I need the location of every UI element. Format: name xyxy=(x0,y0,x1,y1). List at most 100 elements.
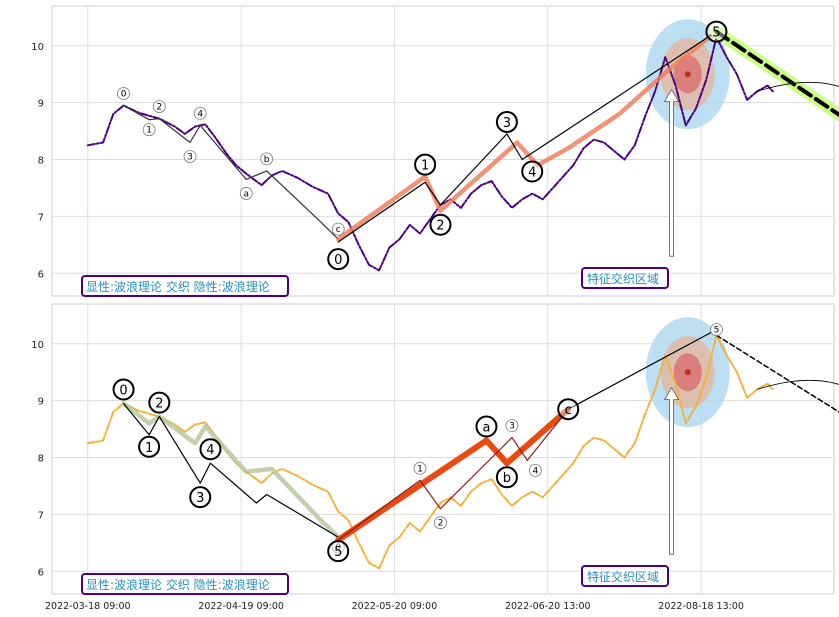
zone-label-box: 特征交织区域 xyxy=(581,565,669,587)
wave-label-small-circle xyxy=(152,100,166,113)
wave-label-small-circle xyxy=(413,461,427,475)
wave-label-small: c xyxy=(336,225,341,235)
wave-label-small: 2 xyxy=(156,103,162,113)
wave-label-small: a xyxy=(243,189,249,199)
wave-label-small-circle xyxy=(260,152,274,166)
zone-arrow xyxy=(663,386,680,555)
wave-label-small-circle xyxy=(193,107,207,120)
legend-text: 显性:波浪理论 交织 隐性:波浪理论 xyxy=(86,577,270,592)
x-tick-label: 2022-03-18 09:00 xyxy=(45,601,131,612)
legend-text: 显性:波浪理论 交织 隐性:波浪理论 xyxy=(86,279,270,294)
series-line-4 xyxy=(714,29,839,118)
wave-label-large-circle xyxy=(495,110,518,133)
y-tick-label: 8 xyxy=(38,454,44,465)
wave-label-large: 5 xyxy=(334,545,342,560)
y-tick-label: 8 xyxy=(38,156,44,167)
series-line-6 xyxy=(715,334,839,413)
wave-label-large: 3 xyxy=(196,491,204,506)
wave-label-small: b xyxy=(264,155,270,165)
x-tick-label: 2022-05-20 09:00 xyxy=(352,601,438,612)
series-line-1 xyxy=(122,104,339,240)
wave-label-small-circle xyxy=(117,87,130,100)
legend-frame xyxy=(81,573,289,595)
wave-label-large-circle xyxy=(327,540,350,563)
wave-label-small: 4 xyxy=(197,109,203,119)
y-tick-label: 7 xyxy=(38,212,44,223)
wave-label-small: 0 xyxy=(335,543,341,553)
wave-label-large-circle xyxy=(327,248,350,271)
y-tick-label: 6 xyxy=(38,269,44,280)
wave-label-large-circle xyxy=(189,486,212,509)
wave-label-large: 4 xyxy=(528,166,536,181)
wave-label-small-circle xyxy=(142,123,156,137)
wave-label-large-circle xyxy=(199,438,222,461)
y-tick-label: 9 xyxy=(38,99,44,110)
series-line-3 xyxy=(335,406,572,543)
wave-label-large: 5 xyxy=(712,26,720,41)
focus-zone-center xyxy=(684,71,691,78)
wave-label-large-circle xyxy=(557,398,580,421)
wave-label-large-circle xyxy=(521,160,544,183)
wave-label-small-circle xyxy=(505,419,519,433)
zone-label-box: 特征交织区域 xyxy=(581,267,669,289)
wave-label-small: 0 xyxy=(121,90,127,100)
wave-label-large: 0 xyxy=(119,384,127,399)
wave-label-large: 4 xyxy=(206,443,214,458)
series-line-4 xyxy=(337,408,569,541)
wave-label-small: 1 xyxy=(417,464,423,474)
wave-label-small-circle xyxy=(183,150,197,163)
wave-label-small: 4 xyxy=(532,466,538,476)
wave-label-large: 1 xyxy=(421,159,429,174)
wave-label-large: 0 xyxy=(334,253,342,268)
wave-label-small: 3 xyxy=(509,422,515,432)
series-line-1 xyxy=(121,401,341,540)
wave-label-large-circle xyxy=(112,378,135,401)
focus-zone-center xyxy=(684,369,691,376)
wave-label-large-circle xyxy=(495,466,518,489)
x-tick-label: 2022-04-19 09:00 xyxy=(198,601,284,612)
wave-label-small: 5 xyxy=(714,326,720,336)
wave-label-large-circle xyxy=(148,391,171,414)
wave-label-large: c xyxy=(565,403,572,418)
wave-label-large-circle xyxy=(138,435,161,458)
wave-label-small-circle xyxy=(331,222,345,236)
wave-label-small-circle xyxy=(434,516,447,530)
wave-label-large: 2 xyxy=(436,219,444,234)
wave-label-large-circle xyxy=(475,415,498,438)
zone-arrow xyxy=(663,88,680,257)
y-tick-label: 6 xyxy=(38,567,44,578)
wave-label-large: a xyxy=(482,420,490,435)
y-tick-label: 9 xyxy=(38,397,44,408)
x-tick-label: 2022-06-20 13:00 xyxy=(505,601,591,612)
y-tick-label: 10 xyxy=(31,42,44,53)
legend-box: 显性:波浪理论 交织 隐性:波浪理论 xyxy=(81,275,289,297)
wave-label-small: 1 xyxy=(146,126,152,136)
zone-label-frame xyxy=(581,267,669,289)
wave-label-small: 3 xyxy=(187,152,193,162)
y-tick-label: 7 xyxy=(38,510,44,521)
wave-label-large-circle xyxy=(414,153,437,176)
y-tick-label: 10 xyxy=(31,340,44,351)
zone-label-frame xyxy=(581,565,669,587)
legend-frame xyxy=(81,275,289,297)
wave-label-large: 1 xyxy=(145,441,153,456)
top-panel: 6 7 8 9 10 0 1 2 3 4 a b c 0 1 2 3 4 5 显性:波浪理论 交织 隐性:波浪理论 特征… xyxy=(31,5,839,297)
wave-label-large: b xyxy=(503,471,511,486)
wave-label-large: 3 xyxy=(503,116,511,131)
wave-label-small: 2 xyxy=(438,519,444,529)
zone-label-text: 特征交织区域 xyxy=(587,569,659,584)
wave-label-small-circle xyxy=(710,323,723,336)
series-line-2 xyxy=(335,29,719,242)
series-line-5 xyxy=(567,329,718,410)
wave-label-large: 2 xyxy=(155,397,163,412)
series-line-3 xyxy=(337,31,718,243)
zone-label-text: 特征交织区域 xyxy=(587,271,659,286)
x-tick-label: 2022-08-18 13:00 xyxy=(658,601,744,612)
wave-label-large-circle xyxy=(705,20,728,43)
series-line-2 xyxy=(122,402,339,538)
wave-label-large-circle xyxy=(429,213,452,236)
wave-label-small-circle xyxy=(528,463,542,477)
legend-box: 显性:波浪理论 交织 隐性:波浪理论 xyxy=(81,573,289,595)
